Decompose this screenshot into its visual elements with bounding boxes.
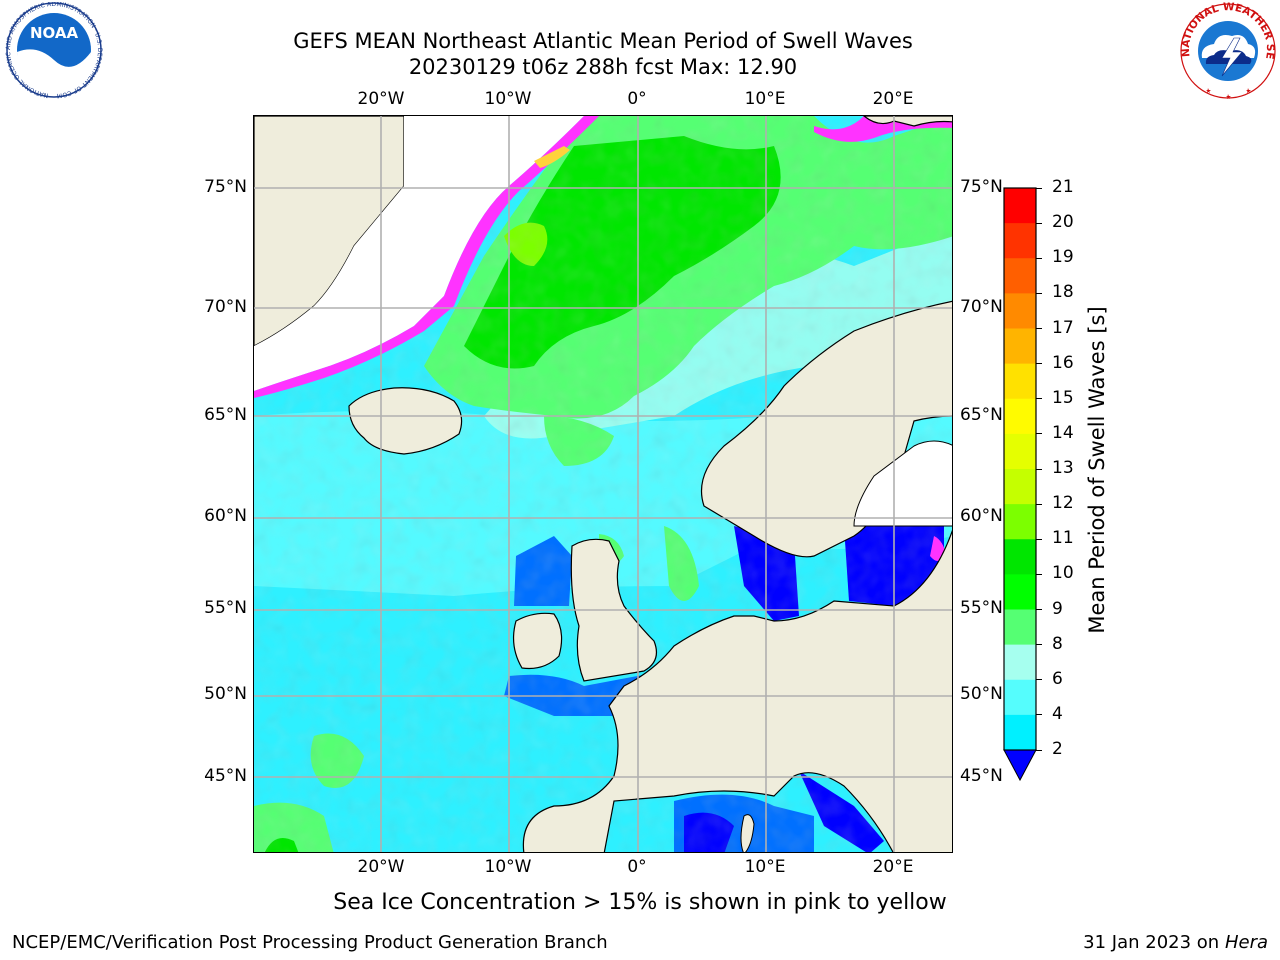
colorbar-tick bbox=[1036, 538, 1042, 540]
lon-label-top-0: 0° bbox=[627, 89, 647, 109]
colorbar-segment bbox=[1004, 293, 1036, 329]
colorbar-tick bbox=[1036, 328, 1042, 329]
colorbar-tick bbox=[1036, 292, 1042, 294]
lat-label-right-55n: 55°N bbox=[960, 598, 1003, 618]
colorbar-tick bbox=[1036, 187, 1042, 189]
lat-label-left-70n: 70°N bbox=[204, 297, 247, 317]
colorbar-segment bbox=[1004, 398, 1036, 435]
colorbar-tick bbox=[1036, 257, 1042, 259]
colorbar-tick-label: 4 bbox=[1052, 703, 1063, 724]
colorbar-segment bbox=[1004, 328, 1036, 365]
land-corsica-sardinia bbox=[740, 814, 755, 852]
sea-ice-caption: Sea Ice Concentration > 15% is shown in … bbox=[333, 890, 947, 915]
colorbar-tick bbox=[1036, 714, 1042, 716]
colorbar-tick-label: 20 bbox=[1052, 212, 1074, 233]
lon-label-top-10e: 10°E bbox=[744, 89, 786, 109]
lon-label-bottom-10w: 10°W bbox=[484, 857, 532, 877]
colorbar-tick bbox=[1036, 433, 1042, 435]
colorbar-tick bbox=[1036, 644, 1042, 646]
colorbar-tick-label: 2 bbox=[1052, 739, 1063, 759]
colorbar-tick-label: 13 bbox=[1052, 458, 1074, 478]
lat-label-right-60n: 60°N bbox=[960, 506, 1003, 526]
lat-label-right-70n: 70°N bbox=[960, 297, 1003, 317]
lon-label-top-20e: 20°E bbox=[872, 89, 914, 109]
colorbar-segment bbox=[1004, 539, 1036, 575]
colorbar-tick-label: 19 bbox=[1052, 247, 1074, 268]
chart-title: GEFS MEAN Northeast Atlantic Mean Period… bbox=[293, 29, 913, 53]
noaa-logo: NATIONAL OCEANIC AND ATMOSPHERIC ADMINIS… bbox=[2, 2, 103, 99]
land-continental-europe bbox=[522, 529, 952, 852]
colorbar-tick-label: 16 bbox=[1052, 352, 1074, 373]
colorbar-tick bbox=[1036, 398, 1042, 400]
colorbar-underflow-arrow bbox=[1003, 749, 1037, 782]
colorbar-tick-label: 10 bbox=[1052, 563, 1074, 584]
nws-logo: NATIONAL WEATHER SERVICE bbox=[1178, 2, 1276, 99]
lon-label-top-20w: 20°W bbox=[357, 89, 405, 109]
colorbar-tick-label: 8 bbox=[1052, 633, 1063, 654]
swell-period-map bbox=[254, 116, 952, 852]
chart-subtitle: 20230129 t06z 288h fcst Max: 12.90 bbox=[408, 55, 798, 79]
lat-label-right-65n: 65°N bbox=[960, 405, 1003, 425]
lon-label-top-10w: 10°W bbox=[484, 89, 532, 109]
colorbar-tick-label: 9 bbox=[1052, 598, 1063, 619]
colorbar-segment bbox=[1004, 223, 1036, 259]
colorbar-tick bbox=[1036, 609, 1042, 610]
map-panel bbox=[253, 115, 953, 853]
land-ireland bbox=[512, 612, 563, 670]
colorbar-segment bbox=[1004, 679, 1036, 716]
footer-host: Hera bbox=[1224, 932, 1268, 953]
colorbar-tick-label: 17 bbox=[1052, 317, 1074, 338]
colorbar-tick bbox=[1036, 749, 1042, 751]
colorbar-title: Mean Period of Swell Waves [s] bbox=[1085, 306, 1109, 634]
colorbar-segment bbox=[1004, 609, 1036, 646]
colorbar bbox=[1003, 187, 1037, 782]
colorbar-segment bbox=[1004, 469, 1036, 505]
lon-label-bottom-10e: 10°E bbox=[744, 857, 786, 877]
colorbar-tick-label: 6 bbox=[1052, 668, 1063, 689]
colorbar-segment bbox=[1004, 433, 1036, 470]
colorbar-tick bbox=[1036, 363, 1042, 365]
colorbar-tick-label: 21 bbox=[1052, 177, 1074, 197]
colorbar-segment bbox=[1004, 258, 1036, 294]
colorbar-tick bbox=[1036, 468, 1042, 470]
footer-credit: NCEP/EMC/Verification Post Processing Pr… bbox=[12, 932, 608, 953]
lon-label-bottom-20w: 20°W bbox=[357, 857, 405, 877]
lon-label-bottom-20e: 20°E bbox=[872, 857, 914, 877]
footer-date: 31 Jan 2023 on bbox=[1083, 932, 1225, 953]
colorbar-tick-label: 15 bbox=[1052, 387, 1074, 408]
colorbar-tick-label: 12 bbox=[1052, 493, 1074, 514]
colorbar-segment bbox=[1004, 714, 1036, 751]
sea-ice-edge-yellow bbox=[534, 146, 570, 168]
lat-label-right-50n: 50°N bbox=[960, 684, 1003, 704]
lat-label-left-75n: 75°N bbox=[204, 177, 247, 197]
lat-label-left-60n: 60°N bbox=[204, 506, 247, 526]
colorbar-tick bbox=[1036, 679, 1042, 681]
lat-label-left-50n: 50°N bbox=[204, 684, 247, 704]
lon-label-bottom-0: 0° bbox=[627, 857, 647, 877]
colorbar-segment bbox=[1004, 574, 1036, 610]
ice-free-white-zone bbox=[254, 116, 584, 391]
lat-label-left-55n: 55°N bbox=[204, 598, 247, 618]
colorbar-segment bbox=[1004, 363, 1036, 400]
lat-label-left-45n: 45°N bbox=[204, 766, 247, 786]
land-iceland bbox=[348, 387, 463, 455]
colorbar-tick-label: 14 bbox=[1052, 422, 1074, 443]
sea-ice-edge-pink bbox=[254, 116, 599, 398]
colorbar-tick bbox=[1036, 573, 1042, 575]
colorbar-segment bbox=[1004, 504, 1036, 540]
gulf-of-bothnia-unanalyzed bbox=[853, 440, 952, 527]
footer-date-host: 31 Jan 2023 on Hera bbox=[1083, 932, 1268, 953]
colorbar-tick bbox=[1036, 222, 1042, 224]
graticule bbox=[254, 116, 952, 852]
land-svalbard bbox=[863, 116, 952, 127]
lat-label-left-65n: 65°N bbox=[204, 405, 247, 425]
colorbar-segment bbox=[1004, 188, 1036, 224]
lat-label-right-45n: 45°N bbox=[960, 766, 1003, 786]
noaa-logo-text: NOAA bbox=[30, 24, 79, 42]
colorbar-segment bbox=[1004, 644, 1036, 681]
lat-label-right-75n: 75°N bbox=[960, 177, 1003, 197]
colorbar-tick-label: 11 bbox=[1052, 528, 1074, 549]
colorbar-tick bbox=[1036, 503, 1042, 505]
colorbar-tick-label: 18 bbox=[1052, 282, 1074, 303]
